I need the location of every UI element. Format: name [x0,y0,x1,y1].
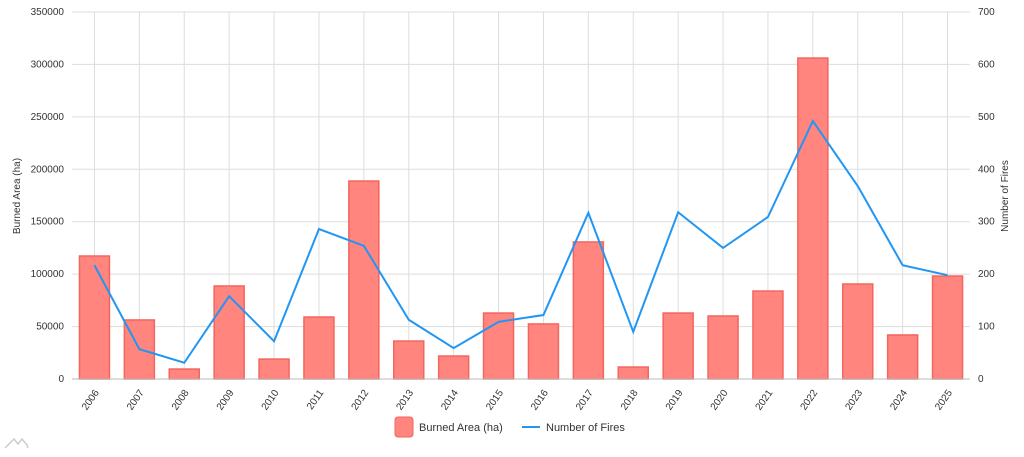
x-tick-label: 2022 [799,388,821,413]
bar-2017 [572,241,605,380]
y-tick-label: 150000 [31,217,65,228]
y-tick-label: 350000 [31,7,65,18]
y2-tick-label: 300 [978,217,995,228]
bar-2014 [437,355,470,380]
x-tick-label: 2011 [305,388,327,412]
legend-label-burned-area[interactable]: Burned Area (ha) [419,422,503,434]
x-tick-label: 2017 [574,388,596,413]
y2-tick-label: 500 [978,112,995,123]
legend-label-fires[interactable]: Number of Fires [546,422,625,434]
x-tick-label: 2016 [529,388,551,413]
legend-swatch-burned-area [394,416,414,438]
bar-2009 [213,285,245,380]
y-tick-label: 200000 [31,164,65,175]
x-tick-label: 2008 [170,388,192,413]
y2-axis-label: Number of Fires [1000,160,1011,232]
bar-2011 [303,316,335,380]
x-tick-label: 2018 [619,388,641,413]
x-tick-label: 2013 [394,388,416,413]
bar-2006 [78,255,111,380]
y2-tick-label: 0 [978,374,984,385]
line-number-of-fires [93,119,948,364]
y-axis-label: Burned Area (ha) [12,158,23,234]
y-tick-label: 250000 [31,112,65,123]
bar-2010 [258,358,290,380]
bar-2013 [393,340,425,380]
x-tick-label: 2014 [439,388,461,413]
y2-tick-label: 600 [978,59,995,70]
x-tick-label: 2006 [80,388,102,413]
x-tick-label: 2023 [843,388,865,413]
bar-2024 [886,334,919,380]
x-tick-label: 2010 [260,388,282,413]
bar-2023 [842,283,874,380]
x-tick-label: 2021 [754,388,776,413]
y2-tick-label: 400 [978,164,995,175]
x-tick-label: 2024 [888,388,910,413]
bar-2012 [348,180,380,380]
bar-2021 [752,290,784,380]
y-tick-label: 0 [58,374,64,385]
legend[interactable]: Burned Area (ha) Number of Fires [394,416,625,438]
x-tick-label: 2025 [933,388,955,413]
bar-2016 [527,323,560,380]
x-tick-label: 2007 [125,388,147,413]
y2-tick-label: 700 [978,7,995,18]
y2-tick-label: 200 [978,269,995,280]
bar-2022 [797,57,829,380]
bar-2008 [168,368,200,380]
y2-tick-label: 100 [978,322,995,333]
bar-2018 [617,366,649,380]
logo-icon [4,437,29,449]
x-tick-label: 2020 [709,388,731,413]
y-tick-label: 100000 [31,269,65,280]
y-tick-label: 50000 [36,322,64,333]
x-tick-label: 2012 [350,388,372,413]
bar-2019 [662,312,694,380]
bar-2025 [931,275,964,380]
x-tick-label: 2009 [215,388,237,413]
x-tick-label: 2019 [664,388,686,413]
x-tick-label: 2015 [484,388,506,413]
bar-2020 [707,315,739,380]
y-tick-label: 300000 [31,59,65,70]
